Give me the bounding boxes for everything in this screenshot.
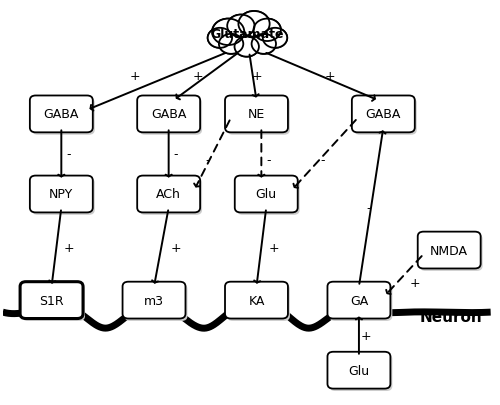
FancyBboxPatch shape (354, 99, 416, 135)
FancyBboxPatch shape (227, 99, 290, 135)
Text: KA: KA (248, 294, 264, 307)
Circle shape (254, 19, 281, 42)
Circle shape (234, 38, 259, 58)
FancyBboxPatch shape (330, 284, 392, 321)
FancyBboxPatch shape (328, 352, 390, 389)
FancyBboxPatch shape (32, 99, 94, 135)
Text: GABA: GABA (44, 108, 79, 121)
FancyBboxPatch shape (124, 284, 188, 321)
FancyBboxPatch shape (225, 282, 288, 319)
Text: GA: GA (350, 294, 368, 307)
Text: Glu: Glu (256, 188, 277, 201)
FancyBboxPatch shape (32, 179, 94, 215)
FancyBboxPatch shape (139, 179, 202, 215)
Circle shape (230, 17, 252, 36)
FancyBboxPatch shape (30, 96, 93, 133)
Text: +: + (64, 241, 74, 254)
Text: -: - (320, 154, 324, 167)
FancyBboxPatch shape (418, 232, 480, 269)
Circle shape (252, 35, 276, 55)
FancyBboxPatch shape (137, 96, 200, 133)
FancyBboxPatch shape (235, 176, 298, 213)
FancyBboxPatch shape (328, 282, 390, 319)
FancyBboxPatch shape (137, 176, 200, 213)
FancyBboxPatch shape (225, 96, 288, 133)
FancyBboxPatch shape (30, 176, 93, 213)
FancyBboxPatch shape (227, 284, 290, 321)
Text: Neuron: Neuron (420, 309, 482, 324)
Text: -: - (66, 148, 71, 161)
FancyBboxPatch shape (420, 234, 482, 271)
Text: +: + (170, 241, 181, 254)
FancyBboxPatch shape (236, 179, 300, 215)
Text: S1R: S1R (40, 294, 64, 307)
Circle shape (238, 12, 270, 38)
Text: +: + (192, 70, 203, 83)
Circle shape (264, 30, 285, 47)
Circle shape (208, 29, 232, 49)
Text: +: + (410, 276, 420, 289)
Text: Glu: Glu (348, 364, 370, 377)
Text: GABA: GABA (366, 108, 401, 121)
FancyBboxPatch shape (22, 284, 85, 321)
Circle shape (212, 19, 244, 46)
Circle shape (214, 21, 242, 44)
Text: NPY: NPY (49, 188, 74, 201)
Circle shape (263, 29, 287, 49)
FancyBboxPatch shape (330, 354, 392, 391)
Text: -: - (174, 148, 178, 161)
Text: -: - (266, 154, 271, 167)
Circle shape (220, 36, 242, 53)
FancyBboxPatch shape (122, 282, 186, 319)
FancyBboxPatch shape (20, 282, 83, 319)
Circle shape (210, 30, 231, 47)
Text: NMDA: NMDA (430, 244, 468, 257)
Text: Glutamate: Glutamate (210, 28, 284, 41)
Text: -: - (206, 154, 210, 167)
Circle shape (241, 14, 268, 36)
Circle shape (256, 21, 279, 40)
FancyBboxPatch shape (139, 99, 202, 135)
Text: ACh: ACh (156, 188, 181, 201)
FancyBboxPatch shape (352, 96, 415, 133)
Text: m3: m3 (144, 294, 164, 307)
Text: GABA: GABA (151, 108, 186, 121)
Circle shape (236, 39, 257, 56)
Text: NE: NE (248, 108, 265, 121)
Text: +: + (129, 70, 140, 83)
Text: +: + (324, 70, 335, 83)
Text: +: + (361, 329, 372, 342)
Text: +: + (251, 70, 262, 83)
Circle shape (254, 36, 274, 53)
Circle shape (227, 15, 254, 38)
Circle shape (219, 35, 244, 55)
Text: +: + (268, 241, 279, 254)
Text: -: - (366, 202, 371, 215)
